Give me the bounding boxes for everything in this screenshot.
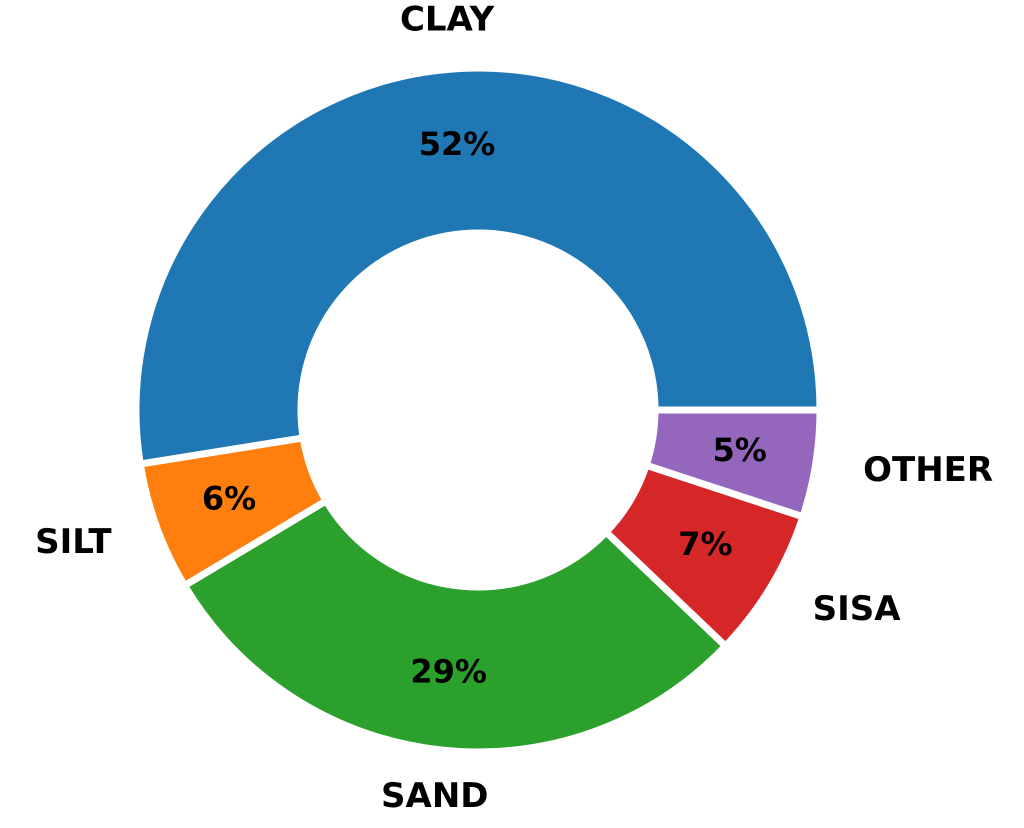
category-label-other: OTHER <box>863 450 993 490</box>
value-label-silt: 6% <box>202 480 256 518</box>
slice-other <box>641 406 824 522</box>
category-label-silt: SILT <box>35 522 112 562</box>
category-label-clay: CLAY <box>400 0 495 40</box>
value-label-clay: 52% <box>419 125 496 163</box>
value-label-sand: 29% <box>410 652 487 690</box>
labels: 52% CLAY 6% SILT 29% SAND 7% SISA 5% OTHER <box>35 0 993 816</box>
value-label-sisa: 7% <box>678 525 732 563</box>
slices <box>132 64 824 756</box>
category-label-sisa: SISA <box>813 589 902 629</box>
value-label-other: 5% <box>713 431 767 469</box>
category-label-sand: SAND <box>381 776 488 816</box>
slice-clay <box>132 64 824 469</box>
slice-sand <box>179 496 731 756</box>
